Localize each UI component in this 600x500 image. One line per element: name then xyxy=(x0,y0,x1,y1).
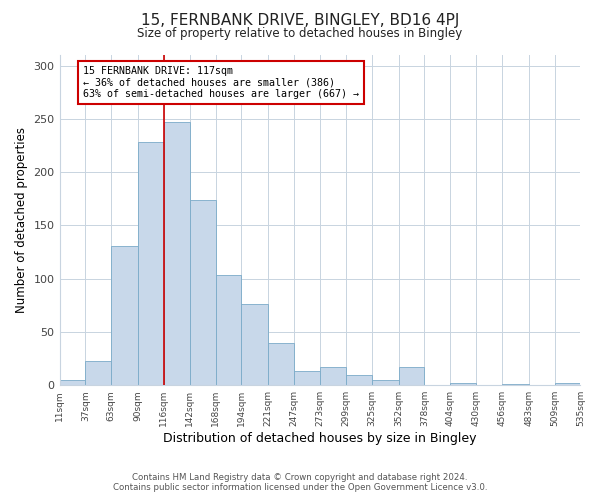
Bar xyxy=(398,367,424,385)
Bar xyxy=(554,383,580,385)
Bar xyxy=(268,342,294,385)
Text: Size of property relative to detached houses in Bingley: Size of property relative to detached ho… xyxy=(137,28,463,40)
Bar xyxy=(294,372,320,385)
Bar xyxy=(320,367,346,385)
Text: Contains HM Land Registry data © Crown copyright and database right 2024.
Contai: Contains HM Land Registry data © Crown c… xyxy=(113,473,487,492)
Text: 15 FERNBANK DRIVE: 117sqm
← 36% of detached houses are smaller (386)
63% of semi: 15 FERNBANK DRIVE: 117sqm ← 36% of detac… xyxy=(83,66,359,99)
Text: 15, FERNBANK DRIVE, BINGLEY, BD16 4PJ: 15, FERNBANK DRIVE, BINGLEY, BD16 4PJ xyxy=(141,12,459,28)
Bar xyxy=(372,380,398,385)
Bar xyxy=(164,122,190,385)
Y-axis label: Number of detached properties: Number of detached properties xyxy=(15,127,28,313)
Bar xyxy=(190,200,215,385)
Bar xyxy=(59,380,85,385)
X-axis label: Distribution of detached houses by size in Bingley: Distribution of detached houses by size … xyxy=(163,432,477,445)
Bar xyxy=(85,360,111,385)
Bar xyxy=(138,142,164,385)
Bar xyxy=(346,374,372,385)
Bar xyxy=(450,383,476,385)
Bar xyxy=(241,304,268,385)
Bar xyxy=(111,246,138,385)
Bar xyxy=(215,276,241,385)
Bar xyxy=(502,384,529,385)
